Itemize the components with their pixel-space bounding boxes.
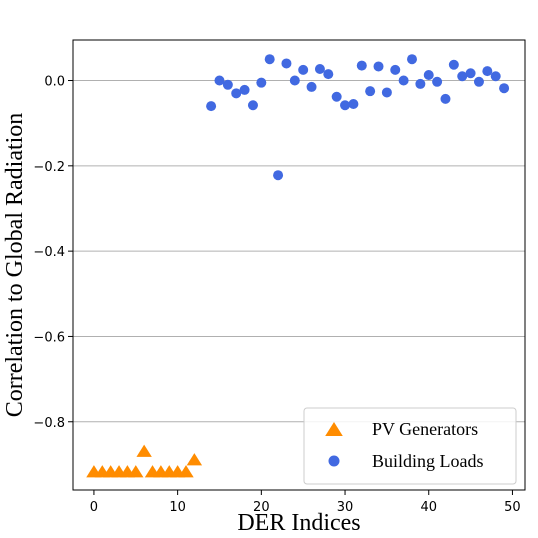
building-load-point <box>365 86 376 97</box>
legend-loads-marker <box>328 455 340 467</box>
building-load-point <box>490 71 501 82</box>
x-tick-label: 20 <box>253 500 270 515</box>
pv-generator-point <box>136 444 152 457</box>
building-load-point <box>239 84 250 95</box>
legend-pv-marker <box>325 422 343 436</box>
data-points <box>86 54 510 478</box>
y-tick-label: −0.2 <box>33 160 65 175</box>
building-load-point <box>473 76 484 87</box>
building-load-point <box>273 170 284 181</box>
y-tick-label: −0.6 <box>33 330 65 345</box>
building-load-point <box>465 68 476 79</box>
building-load-point <box>448 59 459 70</box>
pv-generator-point <box>128 465 144 478</box>
building-load-point <box>340 100 351 111</box>
building-load-point <box>323 69 334 80</box>
y-axis: 0.0 −0.2 −0.4 −0.6 −0.8 <box>33 75 73 431</box>
building-load-point <box>298 64 309 75</box>
x-tick-label: 0 <box>90 500 98 515</box>
building-load-point <box>381 87 392 98</box>
pv-generator-point <box>178 465 194 478</box>
building-load-point <box>247 100 258 111</box>
building-load-point <box>256 77 267 88</box>
x-tick-label: 50 <box>504 500 521 515</box>
building-load-point <box>373 61 384 72</box>
building-load-point <box>398 75 409 86</box>
legend: PV Generators Building Loads <box>303 407 517 485</box>
building-load-point <box>390 64 401 75</box>
building-load-point <box>214 75 225 86</box>
building-load-point <box>289 75 300 86</box>
building-load-point <box>306 81 317 92</box>
building-load-point <box>222 79 233 90</box>
pv-generator-point <box>186 453 203 466</box>
x-tick-label: 30 <box>337 500 354 515</box>
x-tick-label: 40 <box>420 500 437 515</box>
building-load-point <box>331 91 342 102</box>
building-load-point <box>314 64 325 75</box>
grid-lines <box>73 80 525 423</box>
legend-pv-label: PV Generators <box>372 419 478 439</box>
building-load-point <box>407 54 417 65</box>
x-tick-label: 10 <box>169 500 186 515</box>
x-axis-title: DER Indices <box>237 510 360 536</box>
plot-frame <box>72 39 526 491</box>
legend-box <box>303 407 517 485</box>
building-load-point <box>457 71 468 82</box>
building-load-point <box>231 88 242 99</box>
building-load-point <box>440 93 451 104</box>
building-load-point <box>348 98 359 109</box>
building-load-point <box>206 101 217 112</box>
y-tick-label: −0.4 <box>33 245 65 260</box>
building-load-point <box>499 83 510 94</box>
building-load-point <box>482 66 493 77</box>
y-tick-label: −0.8 <box>33 416 65 431</box>
y-axis-title: Correlation to Global Radiation <box>2 113 28 418</box>
building-load-point <box>264 54 275 65</box>
legend-loads-label: Building Loads <box>372 451 484 471</box>
building-load-point <box>423 69 434 80</box>
x-axis: 0 10 20 30 40 50 <box>90 490 521 515</box>
building-load-point <box>432 76 443 87</box>
building-load-point <box>415 78 426 89</box>
y-tick-label: 0.0 <box>44 75 65 90</box>
building-load-point <box>281 58 292 69</box>
building-load-point <box>356 60 367 71</box>
